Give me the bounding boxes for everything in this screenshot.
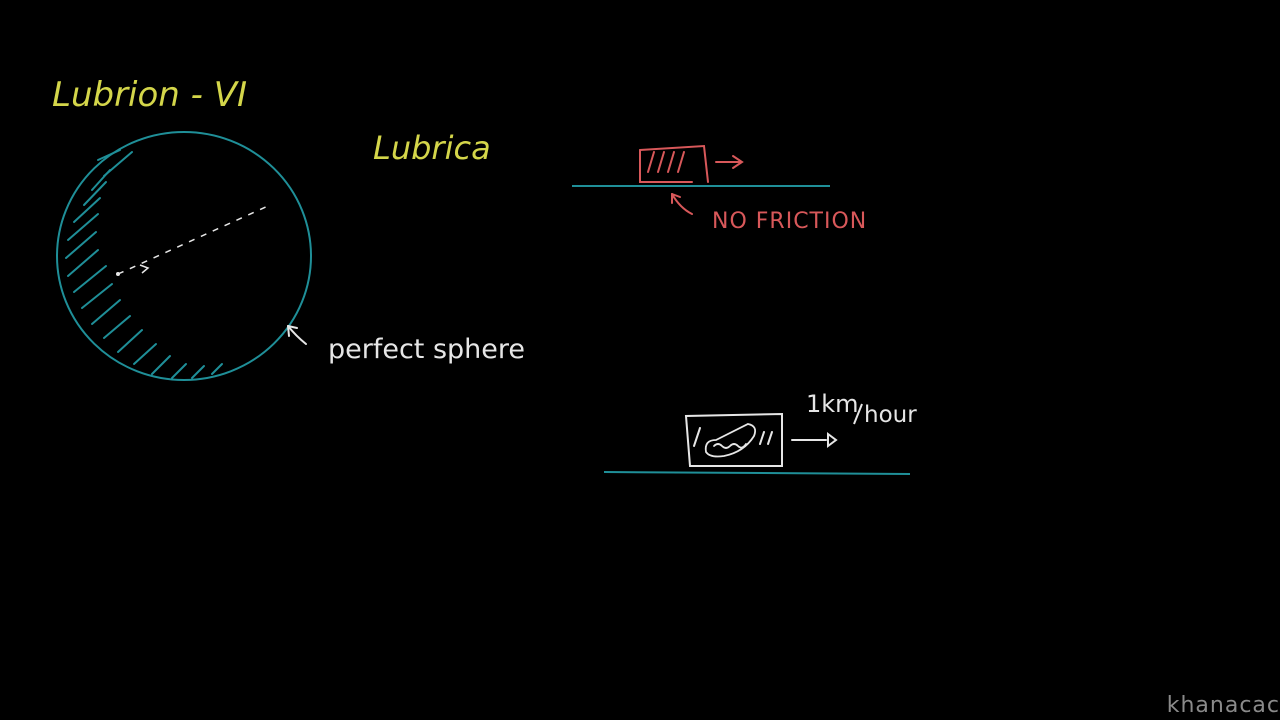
- sphere-shading: [65, 149, 223, 379]
- box-motion-arrow: [791, 432, 838, 448]
- speed-fraction-slash: [853, 403, 863, 425]
- friction-pointer-arrow: [671, 193, 693, 215]
- block-motion-arrow: [715, 155, 744, 169]
- frictionless-block-diagram: NO FRICTION: [572, 144, 867, 234]
- planet-sphere: [56, 131, 312, 381]
- ground-line: [603, 471, 911, 475]
- sphere-pointer-arrow: [287, 325, 307, 345]
- sphere-label: perfect sphere: [328, 334, 525, 365]
- shoe-icon: [704, 423, 757, 458]
- no-friction-label: NO FRICTION: [712, 209, 867, 234]
- watermark: khanacac: [1166, 693, 1280, 718]
- speed-denominator: hour: [864, 402, 917, 428]
- speed-numerator: 1km: [806, 390, 859, 418]
- red-block: [639, 144, 709, 183]
- planet-title: Lubrion - VI: [52, 75, 247, 115]
- moving-box-diagram: 1km hour: [603, 390, 917, 475]
- box-outline: [684, 412, 783, 467]
- place-label: Lubrica: [373, 129, 491, 167]
- sphere-radius: [117, 205, 269, 275]
